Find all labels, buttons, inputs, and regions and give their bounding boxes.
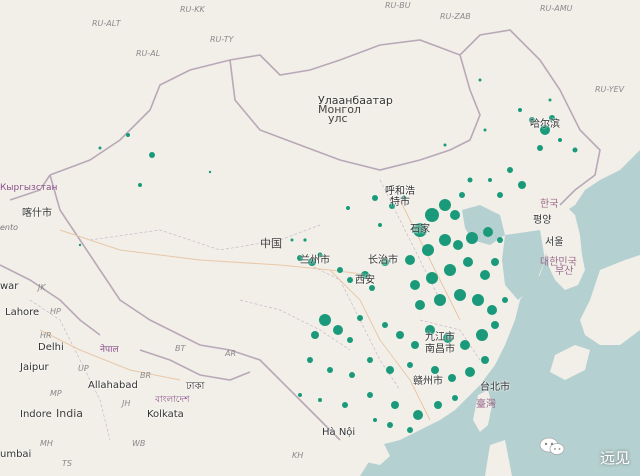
label-jaipur: Jaipur xyxy=(20,362,49,373)
label-taipei: 台北市 xyxy=(480,382,510,393)
label-mp: MP xyxy=(50,389,62,398)
label-ru-yev: RU-YEV xyxy=(595,85,625,94)
label-ts: TS xyxy=(62,459,72,468)
label-mongolia-2: улс xyxy=(328,112,348,125)
label-shijiazhuang: 石家 xyxy=(410,224,430,235)
label-xian: 西安 xyxy=(355,275,375,286)
label-indore: Indore xyxy=(20,409,52,420)
label-hohhot-2: 特市 xyxy=(390,197,410,208)
label-ento: ento xyxy=(0,223,19,232)
hainan-land xyxy=(366,444,390,465)
label-mongolia: Монгол xyxy=(318,103,361,116)
label-lahore: Lahore xyxy=(5,307,40,318)
label-hp: HP xyxy=(50,307,61,316)
label-jh: JH xyxy=(122,399,131,408)
label-ganzhou: 赣州市 xyxy=(413,376,443,387)
japan-land-south xyxy=(550,345,590,380)
label-hohhot: 呼和浩 xyxy=(385,186,415,197)
label-ru-bu: RU-BU xyxy=(385,1,411,10)
label-kashgar: 喀什市 xyxy=(22,208,52,219)
label-south-korea: 대한민국 xyxy=(540,257,577,268)
label-br: BR xyxy=(140,371,152,380)
label-mumbai: umbai xyxy=(0,449,32,460)
label-busan: 부산 xyxy=(555,266,574,277)
taiwan-land xyxy=(473,390,492,432)
watermark-text: 远见 xyxy=(599,449,630,467)
label-jiujiang: 九江市 xyxy=(425,332,455,343)
yellow-sea xyxy=(502,230,545,300)
label-harbin: 哈尔滨 xyxy=(530,119,560,130)
label-wb: WB xyxy=(132,439,146,448)
label-ru-amu: RU-AMU xyxy=(540,4,573,13)
wechat-icon xyxy=(539,437,565,455)
label-ar: AR xyxy=(225,349,237,358)
label-india: India xyxy=(56,407,83,420)
label-pyongyang: 평양 xyxy=(533,215,552,226)
label-korea: 한국 xyxy=(540,199,559,210)
label-delhi: Delhi xyxy=(38,342,64,353)
label-changzhi: 长治市 xyxy=(368,255,398,266)
japan-land xyxy=(580,255,640,345)
label-seoul: 서울 xyxy=(545,237,564,248)
label-bangladesh: বাংলাদেশ xyxy=(155,395,190,405)
wechat-icon-placeholder xyxy=(572,448,596,468)
label-kolkata: Kolkata xyxy=(147,409,184,420)
label-hanoi: Hà Nội xyxy=(322,427,356,438)
luzon-land xyxy=(485,440,512,476)
label-ru-alt: RU-ALT xyxy=(92,19,121,28)
roads xyxy=(39,199,461,421)
label-hr: HR xyxy=(40,331,52,340)
label-dhaka: ঢাকা xyxy=(186,381,205,392)
label-kyrgyzstan: Кыргызстан xyxy=(0,183,58,193)
label-nepal: नेपाल xyxy=(100,345,119,355)
label-ru-zab: RU-ZAB xyxy=(440,12,471,21)
label-bt: BT xyxy=(175,344,186,353)
label-lanzhou: 兰州市 xyxy=(300,255,330,266)
label-nanchang: 南昌市 xyxy=(425,344,455,355)
label-war: war xyxy=(0,281,19,292)
label-ru-ty: RU-TY xyxy=(210,35,234,44)
country-borders xyxy=(0,29,601,441)
label-mh: MH xyxy=(40,439,53,448)
label-taiwan: 臺灣 xyxy=(476,399,496,410)
label-kh: KH xyxy=(292,451,304,460)
label-ulaanbaatar: Улаанбаатар xyxy=(318,94,393,107)
label-ru-kk: RU-KK xyxy=(180,5,205,14)
label-ru-al: RU-AL xyxy=(136,49,161,58)
korea-land xyxy=(540,205,585,290)
data-points xyxy=(78,78,578,433)
watermark: 远见 xyxy=(572,447,630,468)
label-china: 中国 xyxy=(260,237,282,250)
label-jk: JK xyxy=(38,283,46,292)
label-allahabad: Allahabad xyxy=(88,380,138,391)
label-up: UP xyxy=(78,364,89,373)
